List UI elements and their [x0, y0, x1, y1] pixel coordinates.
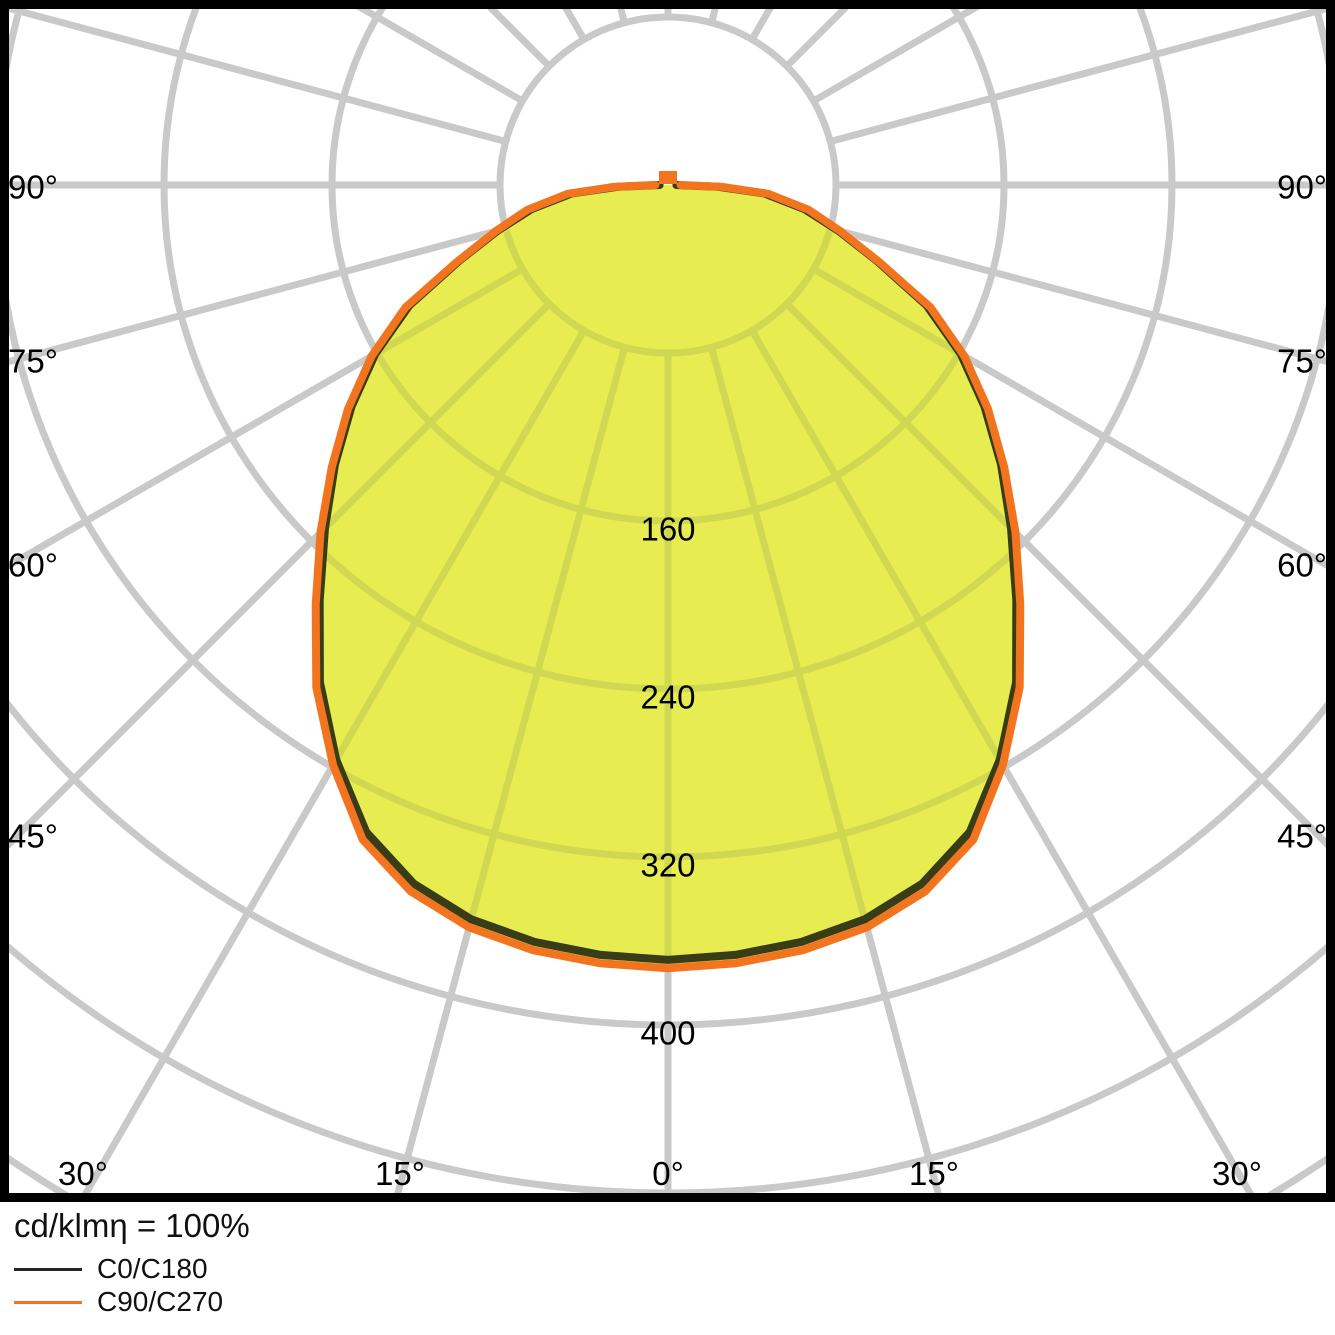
angle-label-bottom-3: 15° — [909, 1155, 959, 1192]
grid-spoke-75 — [829, 225, 1326, 365]
curve-peak-marker — [659, 171, 677, 184]
labels: 160 240 320 400 90° 75° 60° 45° 90° 75° 60° 45° 30° 1… — [8, 169, 1327, 1193]
grid-spoke-120 — [814, 0, 1335, 101]
legend-item-c90-c270: C90/C270 — [14, 1287, 223, 1317]
legend-item-c0-c180: C0/C180 — [14, 1254, 208, 1284]
angle-label-left-60°: 60° — [8, 547, 58, 584]
angle-label-right-60°: 60° — [1277, 547, 1327, 584]
legend-label-c0-c180: C0/C180 — [97, 1253, 208, 1284]
grid-spoke-240 — [0, 0, 523, 101]
angle-label-bottom-2: 0° — [652, 1155, 684, 1192]
angle-label-left-45°: 45° — [8, 818, 58, 855]
grid-spoke-255 — [9, 9, 507, 145]
legend-line-c0-c180 — [14, 1267, 82, 1271]
angle-label-bottom-4: 30° — [1212, 1155, 1262, 1192]
angle-label-left-90°: 90° — [8, 169, 58, 206]
grid-spoke-105 — [829, 9, 1326, 145]
legend-title: cd/klmη = 100% — [14, 1207, 250, 1244]
grid-spoke-45 — [784, 301, 1021, 969]
ring-label-320: 320 — [640, 847, 695, 884]
curve-c90-c270 — [311, 181, 1025, 973]
grid-spoke-315 — [315, 301, 552, 969]
grid-spoke-120 — [811, 9, 980, 105]
angle-label-left-75°: 75° — [8, 343, 58, 380]
grid-spoke-285 — [9, 225, 507, 366]
angle-label-bottom-0: 30° — [58, 1155, 108, 1192]
grid-spoke-225 — [487, 9, 552, 69]
grid-spoke-300 — [9, 265, 525, 570]
grid-spoke-225 — [0, 0, 549, 66]
grid-spoke-330 — [315, 328, 588, 969]
legend-line-c90-c270 — [14, 1300, 82, 1304]
grid-spoke-135 — [784, 9, 849, 69]
grid-spoke-30 — [748, 328, 1021, 969]
ring-label-160: 160 — [640, 511, 695, 548]
legend-label-c90-c270: C90/C270 — [97, 1286, 224, 1317]
angle-label-right-45°: 45° — [1277, 818, 1327, 855]
ring-label-240: 240 — [640, 679, 695, 716]
grid-spoke-135 — [787, 0, 1335, 66]
ring-label-400: 400 — [640, 1015, 695, 1052]
grid-spoke-60 — [811, 265, 1326, 569]
grid-spoke-240 — [356, 9, 525, 105]
angle-label-right-75°: 75° — [1277, 343, 1327, 380]
chart-frame — [0, 0, 1335, 1202]
angle-label-right-90°: 90° — [1277, 169, 1327, 206]
angle-label-bottom-1: 15° — [375, 1155, 425, 1192]
